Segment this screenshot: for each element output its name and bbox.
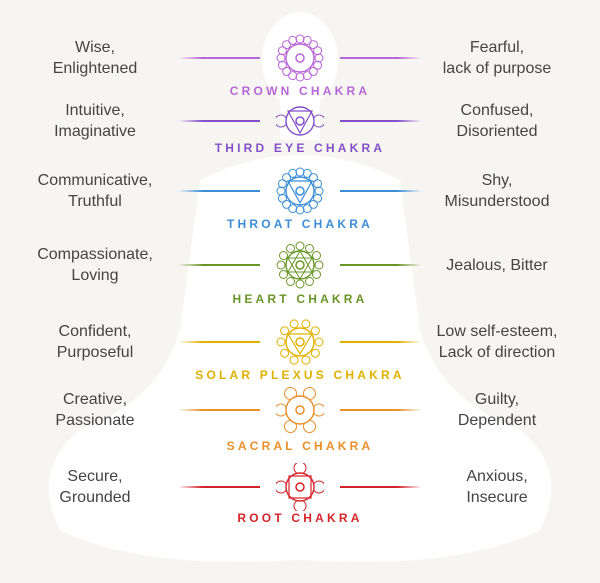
trait-text: Creative, [62,391,128,408]
right-traits: Confused, Disoriented [407,100,587,142]
right-traits: Shy, Misunderstood [407,170,587,212]
trait-text: Lack of direction [438,344,556,361]
trait-text: Passionate [55,412,135,429]
trait-text: Jealous, Bitter [446,257,548,274]
connector-line [178,264,260,266]
trait-text: Misunderstood [444,193,550,210]
left-traits: Compassionate, Loving [5,244,185,286]
connector-line [340,264,422,266]
connector-line [178,190,260,192]
throat-chakra-icon [276,167,324,215]
trait-text: Anxious, [466,468,528,485]
right-traits: Guilty, Dependent [407,389,587,431]
chakra-name: THIRD EYE CHAKRA [214,141,386,155]
trait-text: Loving [71,267,119,284]
trait-text: Truthful [68,193,122,210]
trait-text: Imaginative [54,123,136,140]
left-traits: Creative, Passionate [5,389,185,431]
connector-line [178,409,260,411]
trait-text: Secure, [67,468,123,485]
right-traits: Anxious, Insecure [407,466,587,508]
sacral-chakra-icon [276,387,324,433]
solar-plexus-chakra-icon [276,319,324,365]
trait-text: Low self-esteem, [436,323,558,340]
chakra-name: SOLAR PLEXUS CHAKRA [195,368,405,382]
chakra-name: THROAT CHAKRA [226,217,374,231]
left-traits: Wise, Enlightened [5,37,185,79]
crown-chakra-lotus-icon [276,34,324,82]
trait-text: Insecure [466,489,528,506]
trait-text: Purposeful [56,344,134,361]
left-traits: Confident, Purposeful [5,321,185,363]
trait-text: Fearful, [469,39,525,56]
connector-line [340,57,422,59]
chakra-name: SACRAL CHAKRA [226,439,374,453]
connector-line [178,120,260,122]
connector-line [178,341,260,343]
chakra-row: Secure, Grounded Anxious, Insecure ROOT CHAK… [0,452,600,525]
chakra-name: HEART CHAKRA [232,292,368,306]
left-traits: Secure, Grounded [5,466,185,508]
right-traits: Fearful, lack of purpose [407,37,587,79]
trait-text: Confused, [460,102,534,119]
chakra-name: ROOT CHAKRA [237,511,363,525]
chakra-name: CROWN CHAKRA [229,84,371,98]
heart-chakra-icon [276,241,324,289]
chakra-row: Creative, Passionate Guilty, Dependent SACRA… [0,375,600,453]
trait-text: Confident, [58,323,132,340]
connector-line [340,486,422,488]
connector-line [178,57,260,59]
right-traits: Jealous, Bitter [407,255,587,276]
connector-line [340,341,422,343]
chakra-row: Intuitive, Imaginative Confused, Disoriente… [0,86,600,156]
trait-text: Wise, [75,39,115,56]
left-traits: Intuitive, Imaginative [5,100,185,142]
trait-text: Shy, [481,172,513,189]
trait-text: Grounded [59,489,131,506]
connector-line [340,409,422,411]
trait-text: Disoriented [456,123,538,140]
trait-text: Compassionate, [37,246,153,263]
third-eye-chakra-icon [276,106,324,136]
chakra-row: Compassionate, Loving Jealous, Bitter HEART… [0,230,600,306]
trait-text: lack of purpose [442,60,552,77]
connector-line [340,190,422,192]
trait-text: Enlightened [52,60,138,77]
trait-text: Dependent [457,412,537,429]
right-traits: Low self-esteem, Lack of direction [407,321,587,363]
connector-line [178,486,260,488]
left-traits: Communicative, Truthful [5,170,185,212]
trait-text: Intuitive, [65,102,125,119]
root-chakra-icon [276,463,324,511]
chakra-row: Communicative, Truthful Shy, Misunderstood T… [0,156,600,231]
trait-text: Communicative, [37,172,153,189]
chakra-row: Confident, Purposeful Low self-esteem, Lack… [0,307,600,382]
trait-text: Guilty, [474,391,520,408]
chakra-row: Wise, Enlightened Fearful, lack of purpose C… [0,23,600,98]
connector-line [340,120,422,122]
